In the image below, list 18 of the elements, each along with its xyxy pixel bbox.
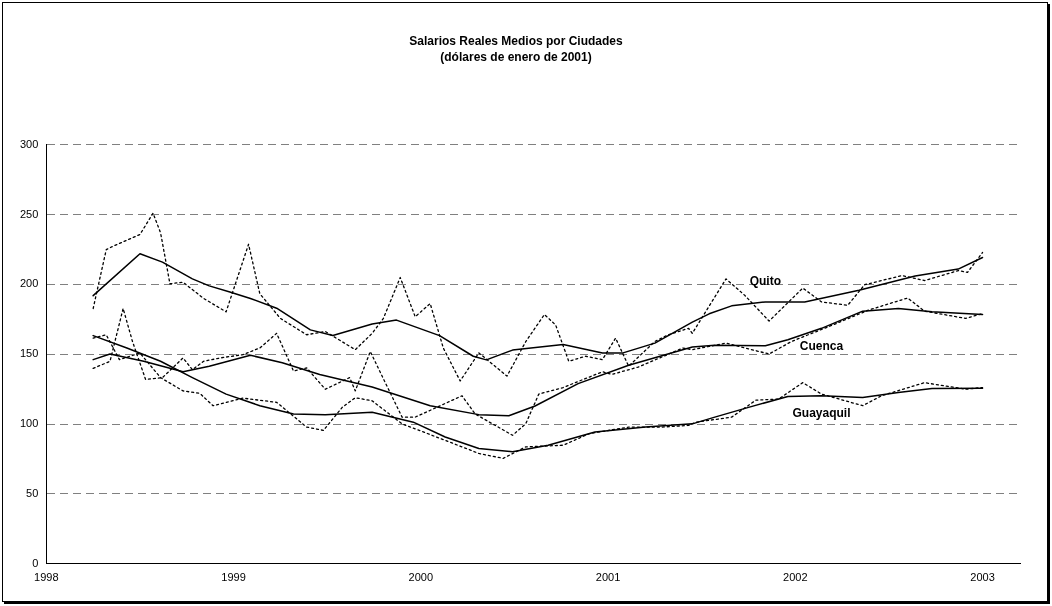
y-tick-label: 200 <box>19 277 39 290</box>
y-tick-label: 250 <box>19 207 39 220</box>
y-tick-label: 300 <box>19 137 39 150</box>
y-tick-label: 50 <box>26 487 39 499</box>
y-tick-label: 150 <box>19 347 39 360</box>
series-label: Guayaquil <box>792 406 851 421</box>
x-tick-label: 2001 <box>595 571 621 584</box>
series-label: Quito <box>749 274 782 289</box>
x-tick-label: 2003 <box>970 571 995 584</box>
x-tick-label: 1998 <box>34 571 59 584</box>
y-tick-label: 100 <box>19 417 39 430</box>
y-tick-label: 0 <box>32 556 39 569</box>
chart-title: Salarios Reales Medios por Ciudades <box>409 33 624 48</box>
x-tick-label: 1999 <box>221 571 246 584</box>
series-label: Cuenca <box>799 338 844 353</box>
chart-subtitle: (dólares de enero de 2001) <box>440 49 592 64</box>
x-tick-label: 2002 <box>783 571 808 584</box>
x-tick-label: 2000 <box>408 571 434 584</box>
